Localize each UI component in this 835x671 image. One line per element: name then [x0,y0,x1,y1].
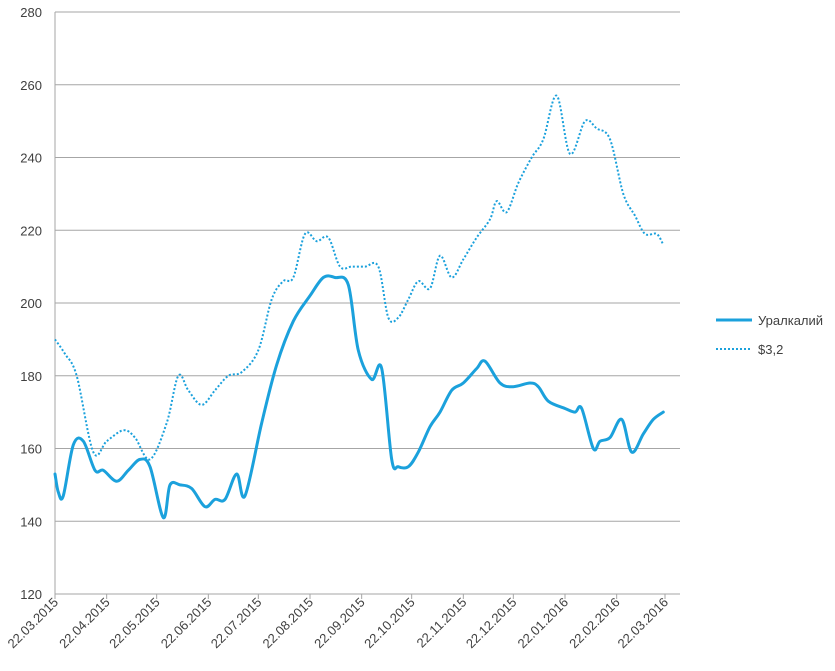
x-tick-label: 22.11.2015 [414,595,470,651]
x-tick-label: 22.12.2015 [463,595,520,652]
y-tick-label: 260 [20,78,42,93]
legend-label-2: $3,2 [758,342,783,357]
y-tick-label: 160 [20,442,42,457]
x-tick-label: 22.06.2015 [158,595,215,652]
legend: Уралкалий $3,2 [716,313,823,357]
series-line-1 [53,274,665,520]
x-tick-label: 22.03.2015 [4,595,61,652]
x-tick-label: 22.05.2015 [106,595,163,652]
y-tick-label: 180 [20,369,42,384]
y-tick-label: 280 [20,5,42,20]
x-tick-label: 22.01.2016 [514,595,571,652]
x-tick-label: 22.07.2015 [208,595,265,652]
y-tick-label: 200 [20,296,42,311]
axes [54,12,680,599]
x-tick-label: 22.09.2015 [311,595,368,652]
y-tick-label: 240 [20,151,42,166]
x-tick-label: 22.03.2016 [614,595,671,652]
legend-label-1: Уралкалий [758,313,823,328]
y-axis-tick-labels: 120 140 160 180 200 220 240 260 280 [20,5,42,602]
y-tick-label: 140 [20,514,42,529]
y-tick-label: 220 [20,223,42,238]
y-tick-label: 120 [20,587,42,602]
series-lines [53,94,665,520]
x-tick-label: 22.02.2016 [566,595,623,652]
x-tick-label: 22.04.2015 [56,595,113,652]
x-axis-tick-labels: 22.03.201522.04.201522.05.201522.06.2015… [4,595,671,652]
x-tick-label: 22.08.2015 [259,595,316,652]
series-line-2 [54,94,665,461]
x-tick-label: 22.10.2015 [361,595,418,652]
